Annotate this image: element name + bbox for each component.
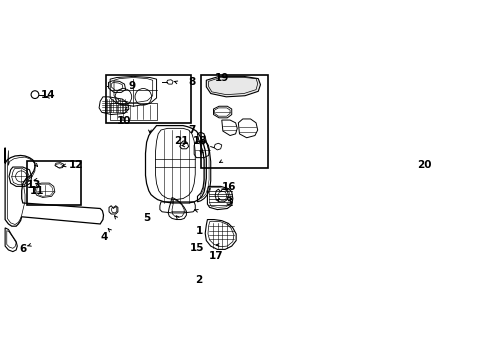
- Text: 8: 8: [188, 77, 196, 87]
- Bar: [27, 161, 81, 205]
- Text: 21: 21: [174, 136, 188, 146]
- Bar: [105, 75, 191, 123]
- Polygon shape: [206, 76, 260, 97]
- Text: 20: 20: [417, 160, 431, 170]
- Text: 1: 1: [196, 226, 203, 235]
- Text: 10: 10: [117, 116, 131, 126]
- Text: 17: 17: [208, 251, 223, 261]
- Text: 6: 6: [19, 244, 26, 255]
- Text: 9: 9: [129, 81, 136, 91]
- Text: 12: 12: [69, 160, 83, 170]
- Text: 7: 7: [188, 125, 195, 135]
- Text: 15: 15: [190, 243, 204, 253]
- Text: 5: 5: [143, 213, 150, 224]
- Text: 3: 3: [224, 197, 232, 207]
- Text: 14: 14: [41, 90, 55, 100]
- Text: 2: 2: [195, 275, 202, 285]
- Text: 18: 18: [193, 136, 207, 146]
- Text: 4: 4: [101, 232, 108, 242]
- Bar: [201, 75, 267, 168]
- Text: 11: 11: [29, 186, 44, 196]
- Text: 19: 19: [214, 73, 228, 83]
- Text: 16: 16: [222, 183, 236, 193]
- Text: 13: 13: [27, 180, 41, 190]
